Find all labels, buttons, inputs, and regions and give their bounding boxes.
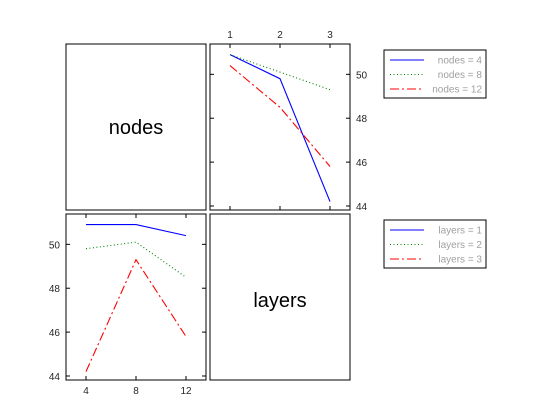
x-tick-label: 1 [227,30,233,41]
x-tick-label: 4 [83,386,89,397]
x-tick-label: 12 [180,386,192,397]
y-tick-label: 50 [49,240,61,251]
axes-frame [65,213,207,381]
legend-nodes: nodes = 4 nodes = 8 nodes = 12 [383,49,487,99]
series-line-nodes-8 [229,54,331,91]
legend-label: nodes = 4 [438,56,483,67]
axes-frame [209,43,351,211]
y-tick-label: 44 [49,372,61,383]
legend-label: layers = 1 [438,226,482,237]
diagonal-label-layers: layers [253,290,306,312]
plot-panel-layers-vs-nodes: 1 2 3 44 46 48 50 [209,30,368,213]
legend-layers: layers = 1 layers = 2 layers = 3 [383,219,487,269]
diagonal-panel-layers [209,213,351,381]
y-tick-label: 48 [49,284,61,295]
diagonal-label-nodes: nodes [109,117,164,139]
series-line-nodes-4 [229,54,331,202]
series-line-nodes-12 [229,65,331,167]
legend-label: nodes = 8 [438,70,483,81]
y-tick-label: 44 [356,202,368,213]
x-tick-label: 3 [327,30,333,41]
legend-label: layers = 3 [438,255,482,266]
y-tick-label: 46 [49,328,61,339]
series-line-layers-2 [85,241,187,278]
y-tick-label: 46 [356,158,368,169]
x-tick-label: 2 [277,30,283,41]
y-tick-label: 48 [356,114,368,125]
y-tick-label: 50 [356,70,368,81]
x-tick-label: 8 [133,386,139,397]
diagonal-panel-nodes [65,43,207,211]
series-line-layers-1 [86,224,187,237]
legend-label: layers = 2 [438,240,482,251]
legend-label: nodes = 12 [432,85,482,96]
series-line-layers-3 [85,258,187,372]
